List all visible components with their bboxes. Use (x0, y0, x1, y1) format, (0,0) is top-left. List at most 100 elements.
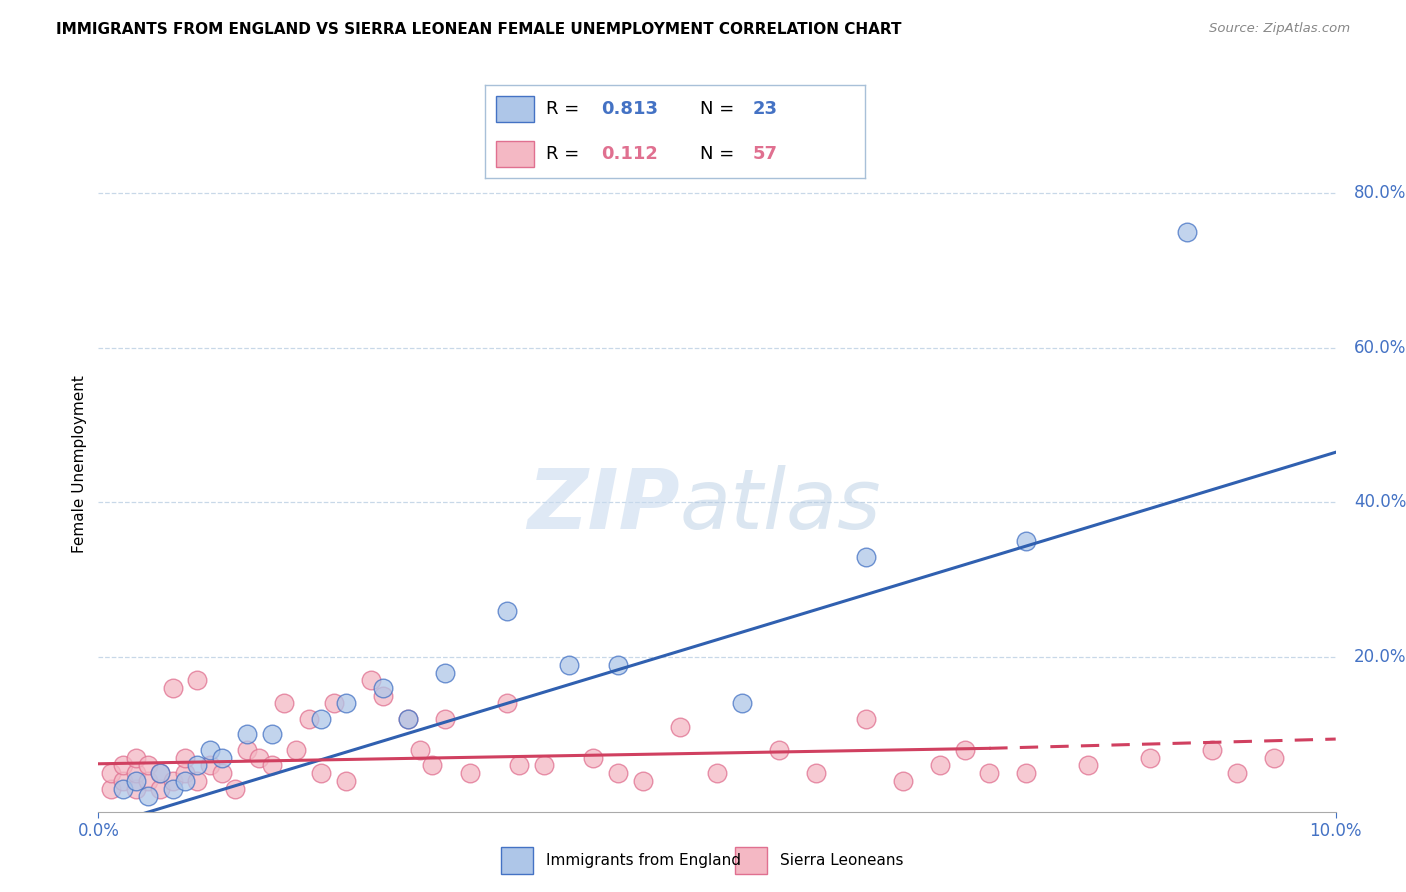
Point (309, 712, 332, 726)
Text: 20.0%: 20.0% (1354, 648, 1406, 666)
Point (1263, 750, 1285, 764)
Point (198, 758, 221, 772)
Point (186, 673, 208, 688)
Point (768, 743, 790, 757)
Point (112, 781, 135, 796)
Point (1175, 225, 1198, 239)
Point (198, 743, 221, 757)
Point (236, 727, 259, 741)
Point (804, 766, 827, 780)
Point (891, 773, 914, 788)
Point (322, 697, 344, 711)
Point (1226, 766, 1249, 780)
Point (124, 781, 146, 796)
Point (247, 750, 270, 764)
Text: Source: ZipAtlas.com: Source: ZipAtlas.com (1209, 22, 1350, 36)
Text: 40.0%: 40.0% (1354, 493, 1406, 511)
Point (162, 773, 184, 788)
Text: 23: 23 (752, 100, 778, 118)
Point (124, 766, 146, 780)
Bar (735, 847, 766, 874)
Point (186, 773, 208, 788)
Point (174, 773, 197, 788)
Point (112, 758, 135, 772)
Point (335, 697, 357, 711)
Point (1015, 534, 1038, 549)
Text: ZIP: ZIP (527, 465, 681, 546)
Point (260, 758, 283, 772)
Point (285, 743, 308, 757)
Point (855, 549, 877, 564)
Point (174, 750, 197, 764)
Bar (496, 96, 534, 122)
Point (1015, 766, 1038, 780)
Point (1139, 750, 1161, 764)
Point (149, 766, 172, 780)
Point (731, 697, 754, 711)
Point (607, 657, 630, 672)
Point (371, 681, 394, 695)
Point (186, 758, 208, 772)
Text: Immigrants from England: Immigrants from England (546, 854, 741, 868)
Y-axis label: Female Unemployment: Female Unemployment (72, 375, 87, 553)
Point (557, 657, 579, 672)
Point (162, 681, 184, 695)
Bar (501, 847, 533, 874)
Text: Sierra Leoneans: Sierra Leoneans (780, 854, 904, 868)
Point (174, 766, 197, 780)
Point (495, 604, 517, 618)
Bar (496, 141, 534, 167)
Text: atlas: atlas (681, 465, 882, 546)
Point (422, 758, 444, 772)
Point (582, 750, 605, 764)
Text: 80.0%: 80.0% (1354, 185, 1406, 202)
Point (433, 712, 456, 726)
Text: 0.813: 0.813 (600, 100, 658, 118)
Point (149, 766, 172, 780)
Point (100, 781, 122, 796)
Point (360, 673, 382, 688)
Point (508, 758, 530, 772)
Text: IMMIGRANTS FROM ENGLAND VS SIERRA LEONEAN FEMALE UNEMPLOYMENT CORRELATION CHART: IMMIGRANTS FROM ENGLAND VS SIERRA LEONEA… (56, 22, 901, 37)
Point (273, 697, 295, 711)
Point (124, 773, 146, 788)
Point (162, 781, 184, 796)
Point (1077, 758, 1099, 772)
Point (706, 766, 728, 780)
Point (371, 689, 394, 703)
Point (495, 697, 517, 711)
Point (224, 781, 246, 796)
Point (136, 789, 159, 804)
Point (136, 773, 159, 788)
Point (607, 766, 630, 780)
Text: 57: 57 (752, 145, 778, 163)
Point (260, 727, 283, 741)
Point (669, 720, 692, 734)
Point (631, 773, 654, 788)
Point (533, 758, 555, 772)
Point (211, 750, 233, 764)
Point (953, 743, 976, 757)
Point (979, 766, 1001, 780)
Point (112, 773, 135, 788)
Point (855, 712, 877, 726)
Point (1201, 743, 1223, 757)
Point (335, 773, 357, 788)
Point (396, 712, 419, 726)
Point (928, 758, 950, 772)
Point (458, 766, 481, 780)
Point (298, 712, 321, 726)
Text: N =: N = (700, 145, 740, 163)
Text: 0.112: 0.112 (600, 145, 658, 163)
Text: 60.0%: 60.0% (1354, 339, 1406, 357)
Point (149, 781, 172, 796)
Point (433, 665, 456, 680)
Point (136, 758, 159, 772)
Point (211, 766, 233, 780)
Point (100, 766, 122, 780)
Point (236, 743, 259, 757)
Point (124, 750, 146, 764)
Text: N =: N = (700, 100, 740, 118)
Point (396, 712, 419, 726)
Point (409, 743, 432, 757)
